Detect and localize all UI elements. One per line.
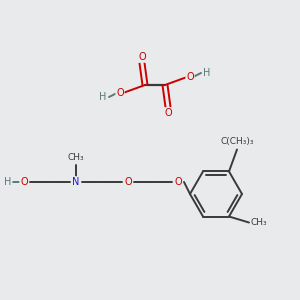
Text: O: O <box>124 177 132 187</box>
Text: CH₃: CH₃ <box>251 218 267 227</box>
Text: C(CH₃)₃: C(CH₃)₃ <box>220 137 254 146</box>
Text: O: O <box>164 108 172 118</box>
Text: H: H <box>203 68 211 78</box>
Text: O: O <box>174 177 182 187</box>
Text: O: O <box>138 52 146 62</box>
Text: H: H <box>4 177 12 187</box>
Text: N: N <box>72 177 80 187</box>
Text: O: O <box>186 72 194 82</box>
Text: O: O <box>116 88 124 98</box>
Text: O: O <box>20 177 28 187</box>
Text: H: H <box>99 92 107 102</box>
Text: CH₃: CH₃ <box>68 152 84 161</box>
